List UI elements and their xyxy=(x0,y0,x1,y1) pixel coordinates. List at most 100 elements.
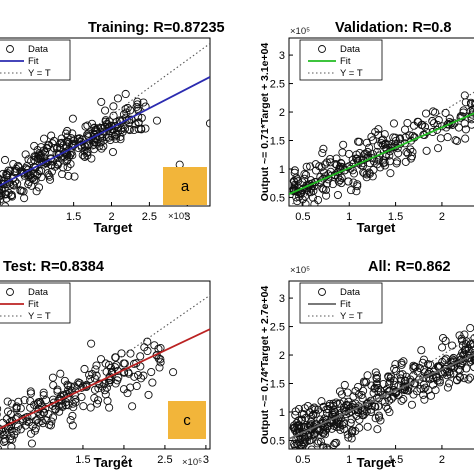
training-legend-data-marker xyxy=(6,45,14,53)
validation-data-point xyxy=(333,190,342,200)
training-data-point xyxy=(112,130,121,140)
validation-data-point xyxy=(300,170,309,179)
training-data-point xyxy=(89,145,99,154)
all-x-tick-label: 1.5 xyxy=(388,454,403,466)
all-data-point xyxy=(396,374,405,383)
all-data-point xyxy=(409,390,418,399)
all-data-point xyxy=(376,416,385,425)
training-data-point xyxy=(63,126,72,136)
all-data-point xyxy=(438,343,447,352)
validation-data-point xyxy=(421,109,431,118)
all-y-tick-label: 1 xyxy=(279,407,285,419)
test-data-point xyxy=(128,402,137,411)
test-data-point xyxy=(0,429,2,437)
validation-data-point xyxy=(470,99,474,108)
test-data-point xyxy=(148,378,157,387)
training-data-point xyxy=(39,134,49,143)
all-data-point xyxy=(460,374,469,383)
all-data-point xyxy=(359,411,368,420)
training-badge xyxy=(163,167,207,205)
validation-data-point xyxy=(391,133,400,142)
training-data-point xyxy=(59,163,68,172)
all-data-point xyxy=(409,364,418,373)
validation-data-point xyxy=(360,169,369,178)
training-data-point xyxy=(83,151,92,160)
all-data-point xyxy=(374,394,383,403)
test-x-tick-label: 3 xyxy=(203,454,209,466)
test-data-point xyxy=(66,416,75,425)
test-data-point xyxy=(96,355,106,364)
all-data-point xyxy=(355,423,364,432)
test-badge-label: c xyxy=(183,412,191,429)
all-data-point xyxy=(440,356,449,365)
all-data-point xyxy=(387,394,396,403)
validation-data-point xyxy=(467,115,474,124)
all-data-point xyxy=(456,361,465,370)
all-data-point xyxy=(304,431,313,440)
test-data-point xyxy=(80,364,89,374)
all-data-point xyxy=(340,380,349,390)
test-data-point xyxy=(143,337,152,346)
training-data-point xyxy=(205,119,210,128)
all-data-point xyxy=(310,403,319,412)
training-data-point xyxy=(152,116,162,125)
all-data-point xyxy=(329,440,338,449)
training-data-point xyxy=(44,171,53,180)
training-data-point xyxy=(131,120,140,129)
validation-data-point xyxy=(432,125,442,134)
all-data-point xyxy=(385,396,394,405)
training-data-point xyxy=(34,183,44,192)
training-data-point xyxy=(87,119,97,128)
validation-data-point xyxy=(386,169,395,178)
all-data-point xyxy=(369,388,378,398)
all-data-point xyxy=(383,404,392,414)
test-x-tick-label: 1.5 xyxy=(75,454,90,466)
validation-data-point xyxy=(290,180,299,190)
test-data-point xyxy=(8,435,17,444)
all-data-point xyxy=(448,341,457,350)
test-data-point xyxy=(155,363,164,372)
all-fit-line xyxy=(289,353,474,440)
validation-data-point xyxy=(319,144,328,153)
training-data-point xyxy=(1,189,11,198)
test-data-point xyxy=(49,381,58,390)
training-data-point xyxy=(0,185,4,194)
validation-legend-data-label: Data xyxy=(340,44,361,55)
all-data-point xyxy=(372,374,381,384)
validation-x-tick-label: 2 xyxy=(439,211,445,223)
validation-legend-data-marker xyxy=(318,45,326,53)
validation-data-point xyxy=(471,100,474,108)
validation-data-point xyxy=(344,177,353,186)
training-data-point xyxy=(32,187,41,196)
validation-data-point xyxy=(420,122,430,131)
all-data-point xyxy=(317,397,326,406)
training-data-point xyxy=(54,158,63,167)
training-badge-label: a xyxy=(181,178,190,195)
training-data-point xyxy=(20,194,29,203)
all-data-point xyxy=(338,420,347,430)
all-data-point xyxy=(372,371,381,380)
test-data-point xyxy=(34,398,43,407)
all-data-point xyxy=(386,374,395,383)
all-data-point xyxy=(469,339,474,348)
test-data-point xyxy=(124,369,133,378)
training-data-point xyxy=(48,139,57,148)
training-data-point xyxy=(111,134,120,143)
test-data-point xyxy=(45,420,54,429)
all-data-point xyxy=(367,381,376,390)
validation-data-point xyxy=(332,160,341,169)
all-data-point xyxy=(364,398,373,407)
training-legend-fit-label: Fit xyxy=(28,56,39,67)
all-data-point xyxy=(471,356,474,365)
all-data-point xyxy=(439,369,448,378)
test-data-point xyxy=(87,339,96,348)
validation-data-point xyxy=(401,157,410,166)
validation-data-point xyxy=(368,172,377,181)
validation-data-point xyxy=(434,116,443,125)
test-scale-label: ×10⁵ xyxy=(182,457,202,468)
validation-data-point xyxy=(318,148,327,158)
test-data-point xyxy=(77,393,86,402)
training-data-point xyxy=(83,121,92,130)
all-data-point xyxy=(389,392,398,401)
training-data-point xyxy=(108,148,118,157)
